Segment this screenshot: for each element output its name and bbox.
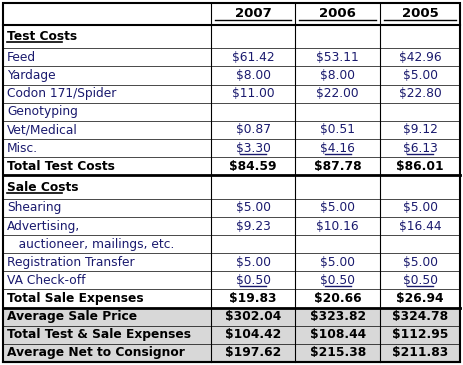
Text: Yardage: Yardage	[7, 69, 56, 82]
Text: $0.87: $0.87	[236, 123, 271, 137]
Text: $9.12: $9.12	[402, 123, 438, 137]
Text: $3.30: $3.30	[236, 142, 271, 154]
Text: Registration Transfer: Registration Transfer	[7, 256, 135, 269]
Text: $6.13: $6.13	[402, 142, 438, 154]
Text: VA Check-off: VA Check-off	[7, 274, 86, 287]
Text: Misc.: Misc.	[7, 142, 38, 154]
Text: Total Test & Sale Expenses: Total Test & Sale Expenses	[7, 328, 191, 341]
Text: Total Sale Expenses: Total Sale Expenses	[7, 292, 144, 305]
Text: auctioneer, mailings, etc.: auctioneer, mailings, etc.	[7, 238, 175, 251]
Text: $5.00: $5.00	[236, 256, 271, 269]
Text: $0.51: $0.51	[320, 123, 355, 137]
Text: 2007: 2007	[235, 7, 272, 20]
Text: Advertising,: Advertising,	[7, 219, 80, 233]
Text: $11.00: $11.00	[232, 87, 275, 100]
Text: Sale Costs: Sale Costs	[7, 181, 79, 193]
Text: 2006: 2006	[319, 7, 356, 20]
Text: $0.50: $0.50	[320, 274, 355, 287]
Text: Test Costs: Test Costs	[7, 30, 77, 43]
Text: $26.94: $26.94	[396, 292, 444, 305]
Text: $61.42: $61.42	[232, 51, 275, 64]
Text: Average Sale Price: Average Sale Price	[7, 310, 137, 323]
Text: Vet/Medical: Vet/Medical	[7, 123, 78, 137]
Text: Genotyping: Genotyping	[7, 105, 78, 118]
Text: $5.00: $5.00	[320, 201, 355, 214]
Text: $16.44: $16.44	[399, 219, 441, 233]
Text: $4.16: $4.16	[320, 142, 355, 154]
Text: $5.00: $5.00	[320, 256, 355, 269]
Text: Feed: Feed	[7, 51, 36, 64]
Text: $197.62: $197.62	[225, 346, 282, 360]
Text: Total Test Costs: Total Test Costs	[7, 160, 115, 173]
Text: 2005: 2005	[401, 7, 438, 20]
Text: $22.80: $22.80	[399, 87, 441, 100]
Text: $324.78: $324.78	[392, 310, 448, 323]
Text: Codon 171/Spider: Codon 171/Spider	[7, 87, 116, 100]
Text: $108.44: $108.44	[310, 328, 366, 341]
Text: $42.96: $42.96	[399, 51, 441, 64]
Bar	[3, 326, 460, 344]
Text: $0.50: $0.50	[236, 274, 271, 287]
Bar	[3, 308, 460, 326]
Text: $8.00: $8.00	[236, 69, 271, 82]
Text: $20.66: $20.66	[314, 292, 362, 305]
Text: $0.50: $0.50	[402, 274, 438, 287]
Text: $9.23: $9.23	[236, 219, 271, 233]
Text: $5.00: $5.00	[236, 201, 271, 214]
Text: $87.78: $87.78	[314, 160, 362, 173]
Text: $22.00: $22.00	[316, 87, 359, 100]
Text: $8.00: $8.00	[320, 69, 355, 82]
Text: $5.00: $5.00	[402, 201, 438, 214]
Text: $5.00: $5.00	[402, 256, 438, 269]
Text: $215.38: $215.38	[310, 346, 366, 360]
Text: $302.04: $302.04	[225, 310, 282, 323]
Text: $10.16: $10.16	[316, 219, 359, 233]
Text: $86.01: $86.01	[396, 160, 444, 173]
Text: $53.11: $53.11	[316, 51, 359, 64]
Bar	[3, 344, 460, 362]
Text: $5.00: $5.00	[402, 69, 438, 82]
Text: $323.82: $323.82	[310, 310, 366, 323]
Text: $211.83: $211.83	[392, 346, 448, 360]
Text: Average Net to Consignor: Average Net to Consignor	[7, 346, 185, 360]
Text: $112.95: $112.95	[392, 328, 448, 341]
Text: $19.83: $19.83	[230, 292, 277, 305]
Text: Shearing: Shearing	[7, 201, 62, 214]
Text: $104.42: $104.42	[225, 328, 282, 341]
Text: $84.59: $84.59	[230, 160, 277, 173]
